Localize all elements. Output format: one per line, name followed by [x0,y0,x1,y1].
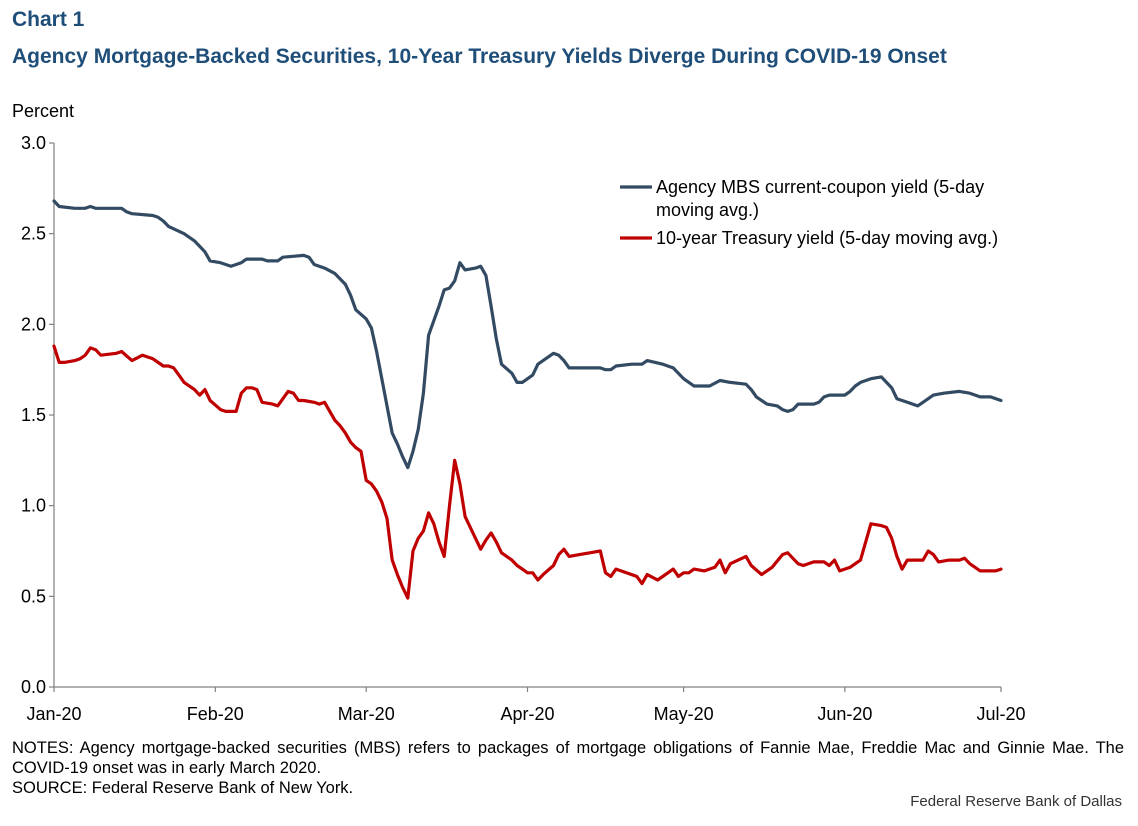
source-text: SOURCE: Federal Reserve Bank of New York… [12,779,354,797]
x-tick-label: Jul-20 [976,704,1025,724]
legend-label-mbs: Agency MBS current-coupon yield (5-day mo… [656,177,984,220]
mbs-yield-line [52,199,1003,470]
notes-text: NOTES: Agency mortgage-backed securities… [12,739,1124,777]
x-tick-label: May-20 [654,704,714,724]
line-chart: 0.0 0.5 1.0 1.5 2.0 2.5 3.0 Jan-20 Feb-20 Mar-20 A… [21,133,1026,724]
x-tick-label: Apr-20 [500,704,554,724]
x-tick-label: Jun-20 [817,704,872,724]
treasury-yield-line [52,344,1003,600]
y-tick-label: 1.5 [21,405,46,425]
y-tick-label: 0.5 [21,586,46,606]
chart-number: Chart 1 [12,8,85,31]
axes: 0.0 0.5 1.0 1.5 2.0 2.5 3.0 Jan-20 Feb-20 Mar-20 A… [21,133,1026,724]
legend-label-treasury: 10-year Treasury yield (5-day moving avg… [656,228,998,248]
x-tick-label: Mar-20 [338,704,395,724]
x-tick-label: Jan-20 [26,704,81,724]
credit-text: Federal Reserve Bank of Dallas [910,793,1122,810]
y-tick-label: 3.0 [21,133,46,153]
notes: NOTES: Agency mortgage-backed securities… [12,738,1124,778]
y-tick-label: 0.0 [21,677,46,697]
series-lines [52,199,1003,600]
y-tick-label: 1.0 [21,496,46,516]
y-tick-label: 2.0 [21,314,46,334]
legend: Agency MBS current-coupon yield (5-day mo… [620,177,998,248]
y-axis-label: Percent [12,101,75,121]
y-tick-label: 2.5 [21,224,46,244]
chart-title: Agency Mortgage-Backed Securities, 10-Ye… [12,45,947,68]
x-tick-label: Feb-20 [187,704,244,724]
